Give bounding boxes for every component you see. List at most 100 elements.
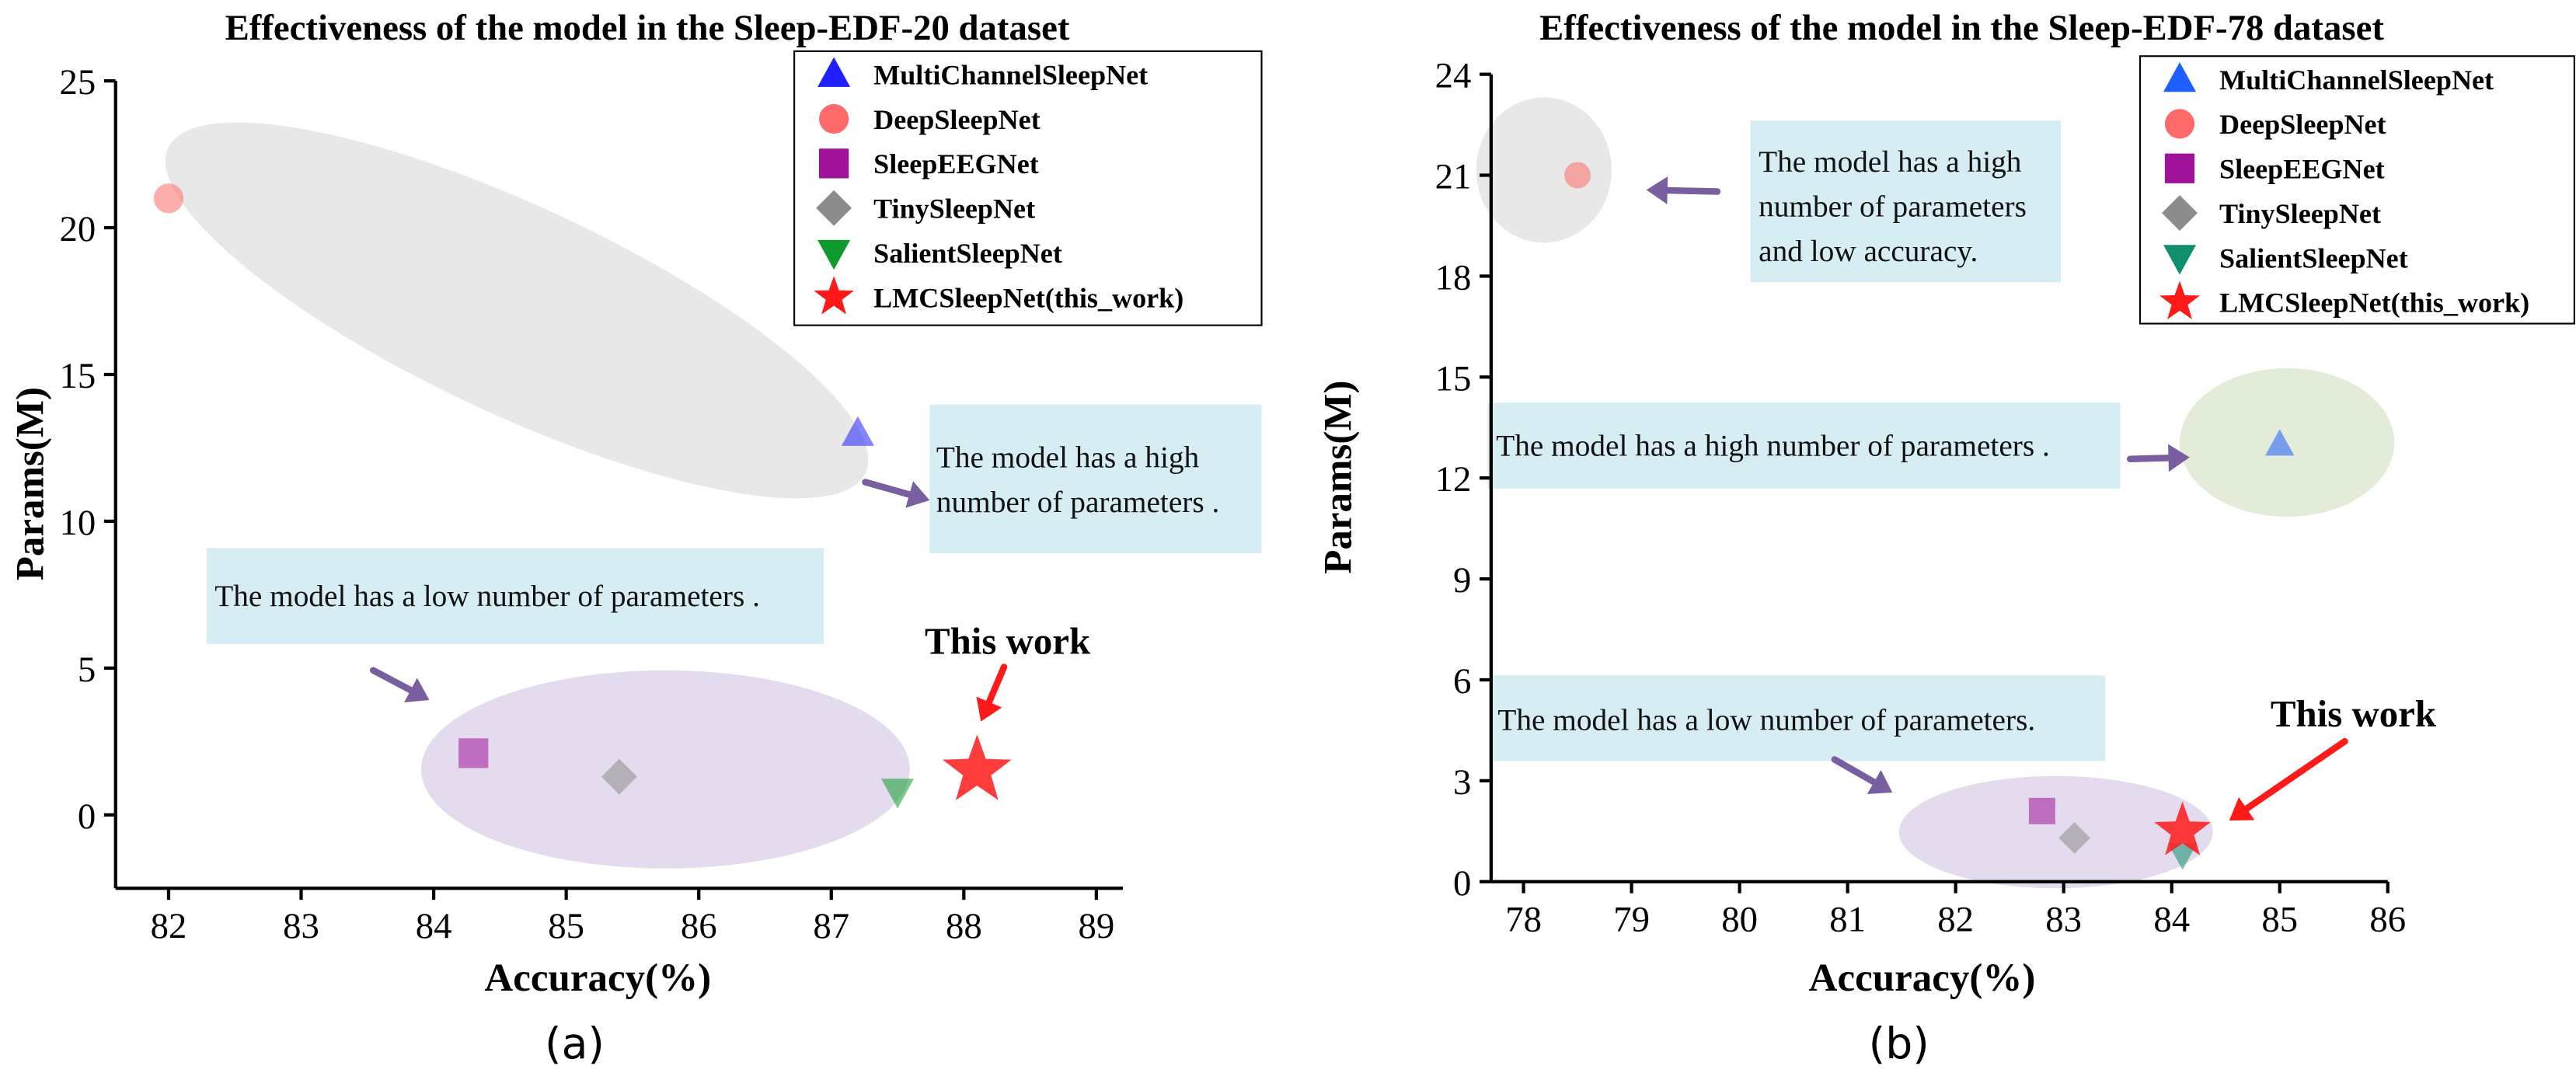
annotation-arrow-shaft: [1831, 756, 1877, 786]
x-tick-label: 79: [1613, 900, 1650, 940]
x-tick-label: 80: [1721, 900, 1758, 940]
data-point: [881, 779, 915, 809]
legend-marker: [817, 57, 851, 87]
legend-marker: [2164, 109, 2195, 139]
high-params-ellipse: [165, 122, 869, 499]
legend-label: DeepSleepNet: [2219, 109, 2386, 140]
legend-label: TinySleepNet: [873, 193, 1035, 225]
legend-label: SalientSleepNet: [2219, 242, 2408, 273]
x-tick-label: 81: [1829, 900, 1866, 940]
legend-marker: [814, 276, 855, 315]
data-point: [458, 738, 489, 768]
y-tick-label: 5: [78, 650, 96, 690]
data-point: [841, 416, 874, 446]
legend-label: LMCSleepNet(this_work): [873, 282, 1183, 313]
y-tick-label: 0: [1453, 863, 1471, 904]
y-tick-label: 20: [60, 209, 96, 249]
data-point: [2167, 843, 2198, 870]
x-tick-label: 85: [2261, 900, 2298, 940]
annotation-text: number of parameters: [1759, 189, 2027, 223]
annotation-arrow: [1831, 756, 1893, 795]
x-tick-label: 82: [1937, 900, 1974, 940]
data-point: [2154, 801, 2211, 855]
legend-marker: [2162, 195, 2198, 232]
legend-label: LMCSleepNet(this_work): [2219, 287, 2529, 319]
x-tick-label: 86: [2369, 900, 2406, 940]
y-tick-label: 0: [78, 796, 96, 837]
annotation-text: The model has a low number of parameters…: [214, 579, 760, 613]
legend-label: SleepEEGNet: [2219, 154, 2385, 185]
legend-marker: [816, 190, 852, 226]
this-work-arrow: [976, 664, 1008, 722]
x-tick-label: 85: [548, 906, 584, 946]
panel-b: The model has a high number of parameters…: [1316, 8, 2575, 1069]
annotation-arrow-head: [2168, 444, 2190, 472]
this-work-arrow: [2229, 737, 2348, 821]
x-axis-label: Accuracy(%): [484, 956, 711, 1000]
x-tick-label: 88: [946, 906, 982, 946]
data-point: [942, 734, 1012, 800]
annotation-arrow: [2127, 444, 2190, 472]
annotation-text: and low accuracy.: [1759, 234, 1978, 268]
y-tick-label: 6: [1453, 661, 1471, 702]
data-point: [2028, 797, 2055, 824]
this-work-arrow-shaft: [985, 664, 1008, 705]
y-tick-label: 15: [60, 356, 96, 396]
this-work-arrow-head: [976, 696, 1002, 722]
annotation-arrow: [862, 479, 930, 508]
y-tick-label: 24: [1435, 56, 1472, 96]
annotation-text: The model has a high: [936, 440, 1200, 474]
x-tick-label: 78: [1505, 900, 1542, 940]
y-axis-label: Params(M): [1316, 381, 1360, 574]
annotation-box: [206, 548, 824, 644]
y-tick-label: 9: [1453, 560, 1471, 601]
legend-marker: [2163, 245, 2197, 275]
y-tick-label: 21: [1435, 157, 1472, 197]
annotation-arrow-head: [905, 481, 930, 508]
legend-box: [793, 50, 1263, 326]
legend-box: [2139, 55, 2575, 325]
x-tick-label: 84: [2153, 900, 2190, 940]
y-axis-label: Params(M): [9, 387, 52, 580]
figure-group: The model has a high number of parameters…: [9, 8, 2575, 1069]
annotation-arrow-head: [404, 678, 430, 703]
y-tick-label: 25: [60, 62, 96, 103]
legend-label: MultiChannelSleepNet: [873, 59, 1148, 90]
x-tick-label: 83: [2045, 900, 2082, 940]
annotation-arrow: [1646, 176, 1721, 204]
low-params-ellipse: [1898, 775, 2213, 889]
this-work-arrow-shaft: [2243, 737, 2348, 812]
x-axis-label: Accuracy(%): [1809, 956, 2036, 1000]
legend-marker: [2164, 153, 2195, 183]
data-point: [2265, 429, 2295, 456]
x-tick-label: 86: [681, 906, 717, 946]
this-work-label: This work: [2271, 692, 2437, 735]
annotation-arrow: [370, 667, 430, 703]
legend-marker: [819, 148, 849, 179]
data-point: [2058, 822, 2090, 854]
this-work-label: This work: [925, 620, 1091, 663]
legend-marker: [2159, 280, 2200, 319]
panel-a: The model has a high number of parameters…: [9, 8, 1263, 1069]
annotation-text: The model has a low number of parameters…: [1497, 702, 2035, 737]
annotation-arrow-head: [1867, 770, 1893, 795]
x-tick-label: 89: [1079, 906, 1115, 946]
legend-label: DeepSleepNet: [873, 104, 1041, 135]
annotation-box: [929, 404, 1262, 553]
y-tick-label: 18: [1435, 257, 1472, 298]
legend-marker: [2163, 62, 2197, 92]
chart-title: Effectiveness of the model in the Sleep-…: [225, 8, 1070, 48]
deepsleepnet-ellipse: [1476, 97, 1612, 243]
annotation-box: [1750, 120, 2061, 283]
annotation-text: The model has a high number of parameter…: [1496, 429, 2050, 463]
annotation-text: number of parameters .: [936, 485, 1219, 519]
annotation-text: The model has a high: [1759, 145, 2022, 179]
legend-label: TinySleepNet: [2219, 198, 2381, 229]
annotation-box: [1487, 402, 2121, 489]
annotation-arrow-shaft: [1664, 186, 1721, 195]
y-tick-label: 3: [1453, 762, 1471, 803]
annotation-box: [1489, 675, 2106, 761]
legend-label: SleepEEGNet: [873, 148, 1039, 179]
x-tick-label: 87: [813, 906, 849, 946]
